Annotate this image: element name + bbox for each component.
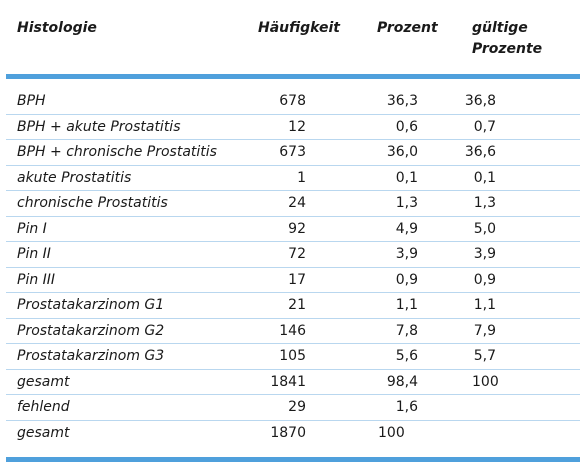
table-row: chronische Prostatitis 24 1,3 1,3 xyxy=(6,191,580,217)
table-row: gesamt 1870 100 xyxy=(6,421,580,447)
cell-valid-percent: 0,7 xyxy=(473,118,496,135)
cell-frequency: 1870 xyxy=(270,424,306,441)
cell-frequency: 92 xyxy=(288,220,306,237)
cell-frequency: 21 xyxy=(288,297,306,313)
header-histology: Histologie xyxy=(17,20,97,36)
cell-valid-percent: 3,9 xyxy=(473,246,496,262)
cell-histology: Pin II xyxy=(17,246,51,262)
table-row: BPH + chronische Prostatitis 673 36,0 36,6 xyxy=(6,140,580,166)
cell-valid-percent: 0,1 xyxy=(473,169,496,186)
table-row: gesamt 1841 98,4 100 xyxy=(6,370,580,395)
cell-histology: Prostatakarzinom G3 xyxy=(17,348,165,364)
cell-histology: gesamt xyxy=(17,424,70,441)
cell-histology: chronische Prostatitis xyxy=(17,195,168,211)
cell-histology: BPH xyxy=(17,93,46,109)
cell-histology: gesamt xyxy=(17,373,70,390)
cell-frequency: 17 xyxy=(288,271,306,288)
cell-histology: BPH + akute Prostatitis xyxy=(17,118,181,135)
table-row: Prostatakarzinom G2 146 7,8 7,9 xyxy=(6,319,580,344)
table-row: Pin III 17 0,9 0,9 xyxy=(6,268,580,293)
table-header: Histologie Häufigkeit Prozent gültige Pr… xyxy=(6,0,580,70)
cell-percent: 3,9 xyxy=(395,246,418,262)
cell-valid-percent: 5,0 xyxy=(473,220,496,237)
header-percent: Prozent xyxy=(377,20,438,36)
cell-valid-percent: 100 xyxy=(472,373,499,390)
cell-valid-percent: 1,1 xyxy=(473,297,496,313)
header-frequency: Häufigkeit xyxy=(258,20,340,36)
cell-histology: fehlend xyxy=(17,399,70,415)
header-valid-percent: gültige Prozente xyxy=(472,18,562,60)
cell-percent: 100 xyxy=(378,424,405,441)
cell-histology: Prostatakarzinom G2 xyxy=(17,322,165,339)
cell-frequency: 29 xyxy=(288,399,306,415)
cell-percent: 98,4 xyxy=(386,373,418,390)
cell-frequency: 1841 xyxy=(270,373,306,390)
cell-frequency: 72 xyxy=(288,246,306,262)
cell-frequency: 678 xyxy=(279,93,306,109)
cell-histology: Pin III xyxy=(17,271,56,288)
cell-percent: 7,8 xyxy=(395,322,418,339)
cell-frequency: 24 xyxy=(288,195,306,211)
cell-valid-percent: 5,7 xyxy=(473,348,496,364)
cell-frequency: 12 xyxy=(288,118,306,135)
table-row: Pin I 92 4,9 5,0 xyxy=(6,217,580,242)
header-valid-percent-line2: Prozente xyxy=(472,41,543,57)
cell-valid-percent: 7,9 xyxy=(473,322,496,339)
table-body: BPH 678 36,3 36,8 BPH + akute Prostatitis 12 0… xyxy=(6,89,580,446)
cell-valid-percent: 1,3 xyxy=(473,195,496,211)
cell-percent: 1,3 xyxy=(395,195,418,211)
cell-percent: 36,3 xyxy=(386,93,418,109)
table-row: Prostatakarzinom G3 105 5,6 5,7 xyxy=(6,344,580,370)
table-row: BPH + akute Prostatitis 12 0,6 0,7 xyxy=(6,115,580,140)
table-row: Pin II 72 3,9 3,9 xyxy=(6,242,580,268)
cell-percent: 5,6 xyxy=(395,348,418,364)
table-row: akute Prostatitis 1 0,1 0,1 xyxy=(6,166,580,191)
cell-histology: Pin I xyxy=(17,220,47,237)
cell-frequency: 146 xyxy=(279,322,306,339)
table-row: fehlend 29 1,6 xyxy=(6,395,580,421)
cell-frequency: 1 xyxy=(297,169,306,186)
table-row: Prostatakarzinom G1 21 1,1 1,1 xyxy=(6,293,580,319)
cell-percent: 0,9 xyxy=(395,271,418,288)
cell-valid-percent: 0,9 xyxy=(473,271,496,288)
cell-frequency: 673 xyxy=(279,144,306,160)
header-rule xyxy=(6,74,580,79)
cell-frequency: 105 xyxy=(279,348,306,364)
cell-histology: akute Prostatitis xyxy=(17,169,132,186)
cell-histology: BPH + chronische Prostatitis xyxy=(17,144,217,160)
footer-rule xyxy=(6,457,580,462)
cell-percent: 4,9 xyxy=(395,220,418,237)
cell-percent: 0,6 xyxy=(395,118,418,135)
cell-percent: 1,1 xyxy=(395,297,418,313)
cell-percent: 1,6 xyxy=(395,399,418,415)
cell-valid-percent: 36,8 xyxy=(464,93,496,109)
cell-percent: 0,1 xyxy=(395,169,418,186)
cell-percent: 36,0 xyxy=(386,144,418,160)
cell-valid-percent: 36,6 xyxy=(464,144,496,160)
cell-histology: Prostatakarzinom G1 xyxy=(17,297,165,313)
header-valid-percent-line1: gültige xyxy=(472,20,528,36)
table-row: BPH 678 36,3 36,8 xyxy=(6,89,580,115)
